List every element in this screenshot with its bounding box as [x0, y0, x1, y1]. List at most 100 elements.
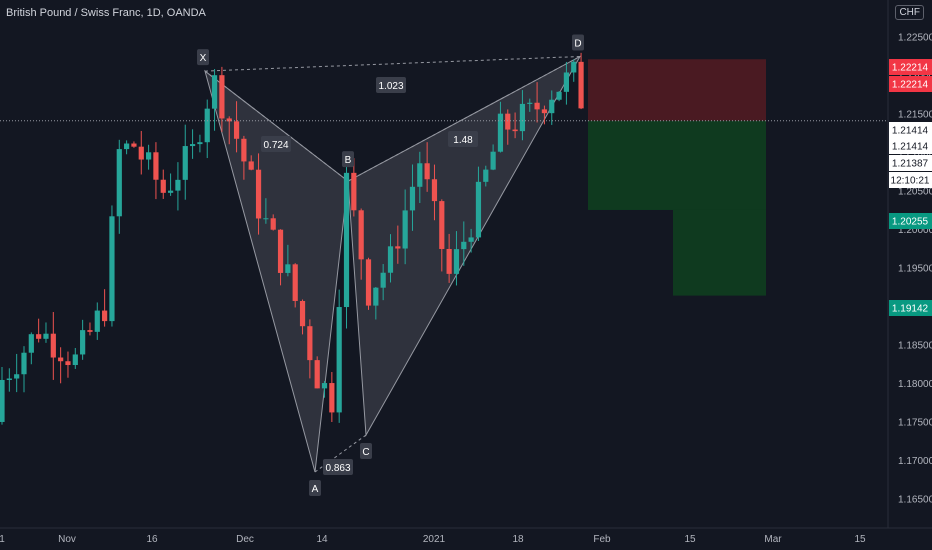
ratio-text: 0.863: [325, 463, 350, 474]
candle-body: [109, 216, 115, 322]
point-label: X: [200, 53, 207, 64]
candle: [446, 233, 452, 283]
candle-body: [50, 333, 56, 358]
candle-body: [241, 138, 247, 162]
candle-body: [563, 72, 570, 92]
candle: [211, 69, 218, 131]
price-tag-text: 1.21414: [892, 126, 929, 137]
candle-body: [512, 129, 518, 132]
ratio-label: 0.863: [323, 459, 353, 475]
bd-ratio-line: [347, 56, 581, 182]
candle-body: [87, 330, 93, 332]
candle-body: [541, 109, 548, 114]
point-badge: [309, 479, 321, 496]
price-tag: 1.22214: [889, 76, 932, 92]
candle-body: [380, 272, 386, 288]
candle: [556, 91, 562, 102]
candle-body: [65, 361, 71, 366]
ratio-label: 1.48: [448, 131, 478, 147]
candle: [175, 162, 181, 211]
candle-body: [299, 300, 306, 327]
candle: [109, 205, 115, 327]
candle: [527, 98, 533, 112]
candle: [72, 347, 78, 369]
candle-body: [336, 307, 342, 413]
currency-badge[interactable]: CHF: [895, 5, 924, 20]
candle: [219, 66, 225, 132]
candle: [131, 141, 137, 148]
pattern-triangle-xab: [204, 69, 349, 473]
price-tag-text: 1.21414: [892, 142, 929, 153]
candle-body: [6, 378, 12, 380]
point-label: A: [312, 484, 319, 495]
candle: [431, 164, 438, 221]
ac-ratio-line: [314, 434, 367, 473]
take-profit-zone-2: [673, 209, 766, 296]
candle: [329, 372, 335, 422]
price-tick-label: 1.21500: [898, 110, 932, 121]
price-tick-label: 1.18000: [898, 379, 932, 390]
price-tag-text: 1.22214: [892, 63, 929, 74]
candle: [475, 166, 482, 241]
pattern-point-a: A: [309, 479, 321, 496]
candle: [43, 322, 49, 343]
candle-body: [182, 146, 188, 180]
candle-body: [43, 333, 49, 339]
candle-body: [80, 330, 86, 355]
candle-body: [219, 75, 225, 119]
candle: [36, 318, 42, 343]
ratio-text: 0.724: [263, 140, 288, 151]
candle: [490, 144, 496, 171]
candle-body: [248, 161, 254, 170]
point-label: D: [574, 38, 581, 49]
time-tick-label: 18: [512, 534, 524, 545]
time-tick-label: 15: [854, 534, 866, 545]
candle-body: [402, 210, 408, 249]
candle: [387, 234, 394, 283]
candle-body: [21, 352, 27, 375]
candle-body: [102, 310, 108, 322]
candle: [277, 229, 284, 286]
price-tag: 1.22214: [889, 59, 932, 75]
candle: [468, 228, 474, 253]
candle: [14, 353, 20, 393]
point-badge: [342, 151, 354, 168]
price-tag-box: [889, 172, 932, 188]
candle-body: [204, 108, 210, 143]
candle-body: [497, 113, 504, 152]
candle-body: [321, 383, 328, 389]
candle: [270, 214, 276, 231]
price-tag-box: [889, 59, 932, 75]
ratio-badge: [323, 459, 353, 475]
ratio-label: 1.023: [376, 77, 406, 93]
candle-body: [36, 334, 42, 339]
candle-body: [0, 379, 5, 422]
price-tick-label: 1.20500: [898, 187, 932, 198]
candle-body: [131, 143, 137, 147]
candle-body: [197, 142, 203, 145]
candle-body: [189, 144, 196, 147]
candle-body: [226, 118, 232, 122]
candle: [409, 164, 416, 231]
candle: [65, 351, 71, 378]
price-axis: 1.225001.220001.215001.210001.205001.200…: [887, 0, 932, 550]
candle: [358, 208, 364, 280]
candle: [285, 244, 291, 277]
candle: [417, 151, 423, 204]
candle-body: [461, 241, 467, 250]
candle-body: [365, 259, 372, 306]
candle: [28, 332, 34, 365]
candle-body: [475, 181, 482, 238]
ratio-badge: [448, 131, 478, 147]
candle-body: [446, 248, 452, 274]
candle: [453, 231, 460, 286]
pattern-point-c: C: [360, 443, 372, 460]
price-tag-box: [889, 155, 932, 171]
candle-body: [431, 179, 438, 202]
candles: [0, 52, 584, 425]
candle: [519, 90, 526, 141]
candle-body: [439, 201, 445, 249]
candle-body: [358, 210, 364, 260]
candle: [167, 173, 174, 196]
